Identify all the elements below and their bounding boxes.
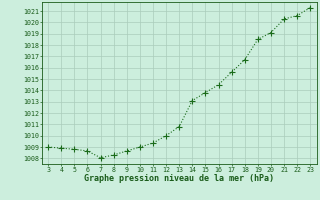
X-axis label: Graphe pression niveau de la mer (hPa): Graphe pression niveau de la mer (hPa) (84, 174, 274, 183)
